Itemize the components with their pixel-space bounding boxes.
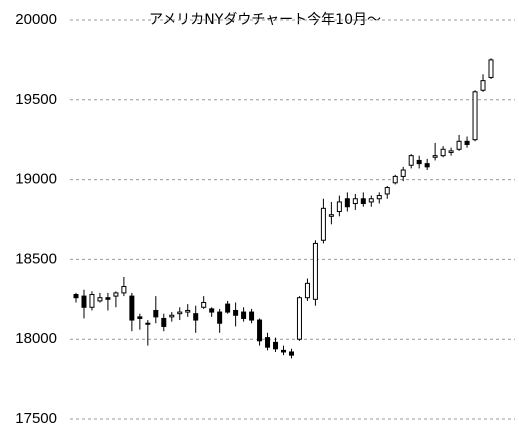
candle-body [368,198,374,203]
candle-body [344,198,350,208]
candle-body [113,292,119,297]
candle-body [360,198,366,205]
candle-body [105,297,111,300]
candle-body [384,187,390,195]
candle-body [89,294,95,308]
candle-body [249,311,255,321]
candle-body [336,201,342,213]
candle-body [161,317,167,327]
candle-body [153,309,159,318]
candle-body [233,309,239,316]
y-tick-label: 19000 [15,171,57,188]
candle-body [217,311,223,324]
candle-body [97,297,103,302]
candle-body [121,286,127,294]
candle-body [424,163,430,168]
candle-body [81,295,87,308]
candle-body [480,80,486,91]
candle-body [225,303,231,313]
candle-body [376,195,382,200]
candle-body [408,155,414,166]
candle-body [304,282,310,299]
candle-body [312,242,318,300]
candle-body [73,294,79,299]
candle-body [177,311,183,315]
candle-body [416,159,422,165]
y-tick-label: 20000 [15,11,57,28]
candle-body [296,297,302,340]
candle-body [273,341,279,350]
candle-body [320,207,326,241]
candle-body [193,313,199,321]
candle-body [328,214,334,217]
candle-body [265,337,271,348]
candle-body [145,322,151,325]
y-tick-label: 18500 [15,250,57,267]
candle-body [448,150,454,153]
candle-body [488,59,494,78]
candle-body [440,148,446,157]
candle-body [400,169,406,177]
candle-body [129,295,135,321]
candle-body [201,301,207,308]
candle-body [137,316,143,319]
y-tick-label: 19500 [15,91,57,108]
y-tick-label: 17500 [15,410,57,427]
candle-body [464,140,470,145]
candle-body [281,349,286,353]
candle-body [432,155,438,158]
candle-body [392,175,398,184]
candle-body [241,311,247,319]
candle-body [257,319,263,342]
candle-body [209,308,215,313]
candle-body [185,309,191,313]
candle-body [456,140,462,150]
candle-body [169,314,175,318]
candle-body [352,198,358,205]
candle-body [472,91,478,141]
candle-body [288,351,294,356]
y-tick-label: 18000 [15,330,57,347]
